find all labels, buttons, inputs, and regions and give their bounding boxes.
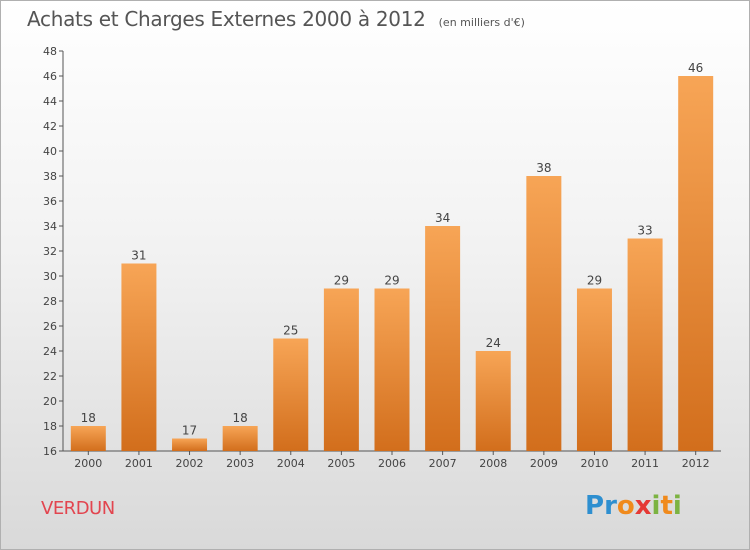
y-tick-label: 16 (43, 445, 57, 458)
axes: 16 18 20 22 24 26 28 30 32 34 36 38 40 42 44 46 48 2000 20… (43, 45, 721, 470)
logo-letter: i (672, 491, 682, 521)
y-tick-label: 46 (43, 70, 57, 83)
bar[interactable] (576, 288, 612, 452)
bar[interactable] (222, 426, 258, 451)
data-label: 29 (587, 274, 602, 288)
y-tick-label: 36 (43, 195, 57, 208)
bar[interactable] (475, 351, 511, 451)
data-label: 46 (688, 61, 703, 75)
data-label: 24 (486, 336, 501, 350)
chart-subtitle: (en milliers d'€) (438, 16, 525, 29)
logo-letter: i (651, 491, 661, 521)
data-label: 38 (536, 161, 551, 175)
bar[interactable] (172, 438, 208, 452)
y-tick-label: 30 (43, 270, 57, 283)
bar[interactable] (70, 426, 106, 451)
y-tick-label: 44 (43, 95, 57, 108)
y-tick-label: 34 (43, 220, 57, 233)
x-tick-label: 2000 (74, 457, 102, 470)
title-row: Achats et Charges Externes 2000 à 2012 (… (27, 7, 525, 31)
chart-title: Achats et Charges Externes 2000 à 2012 (27, 7, 426, 31)
x-tick-label: 2003 (226, 457, 254, 470)
y-tick-label: 48 (43, 45, 57, 58)
data-label: 34 (435, 211, 450, 225)
x-tick-label: 2011 (631, 457, 659, 470)
bars (70, 76, 714, 452)
bar[interactable] (374, 288, 410, 452)
bar[interactable] (273, 338, 309, 452)
x-tick-label: 2004 (277, 457, 305, 470)
y-tick-label: 40 (43, 145, 57, 158)
logo-letter: t (660, 491, 673, 521)
data-label: 33 (637, 224, 652, 238)
data-label: 29 (334, 274, 349, 288)
y-tick-label: 26 (43, 320, 57, 333)
data-label: 18 (233, 411, 248, 425)
y-tick-label: 28 (43, 295, 57, 308)
y-tick-label: 22 (43, 370, 57, 383)
x-tick-label: 2009 (530, 457, 558, 470)
bar[interactable] (526, 176, 562, 451)
data-label: 18 (81, 411, 96, 425)
logo-letter: o (616, 491, 635, 521)
y-tick-label: 20 (43, 395, 57, 408)
y-tick-label: 32 (43, 245, 57, 258)
x-tick-label: 2005 (327, 457, 355, 470)
x-tick-label: 2002 (176, 457, 204, 470)
x-tick-label: 2006 (378, 457, 406, 470)
logo-letter: x (634, 491, 652, 521)
y-tick-label: 38 (43, 170, 57, 183)
x-tick-label: 2008 (479, 457, 507, 470)
data-labels: 18 31 17 18 25 29 29 34 24 38 29 33 46 (81, 61, 704, 438)
x-tick-label: 2010 (580, 457, 608, 470)
data-label: 31 (131, 249, 146, 263)
bar[interactable] (627, 238, 663, 452)
logo-letter: P (585, 491, 605, 521)
y-tick-label: 42 (43, 120, 57, 133)
data-label: 17 (182, 424, 197, 438)
bar[interactable] (678, 76, 714, 451)
x-tick-label: 2012 (682, 457, 710, 470)
bar[interactable] (121, 263, 157, 452)
bar[interactable] (323, 288, 359, 452)
y-tick-label: 18 (43, 420, 57, 433)
x-tick-label: 2007 (429, 457, 457, 470)
y-tick-label: 24 (43, 345, 57, 358)
data-label: 25 (283, 324, 298, 338)
data-label: 29 (384, 274, 399, 288)
place-name: VERDUN (41, 498, 115, 519)
logo-letter: r (604, 491, 617, 521)
bar[interactable] (425, 226, 461, 451)
x-tick-label: 2001 (125, 457, 153, 470)
proxiti-logo[interactable]: Proxiti (585, 491, 682, 521)
